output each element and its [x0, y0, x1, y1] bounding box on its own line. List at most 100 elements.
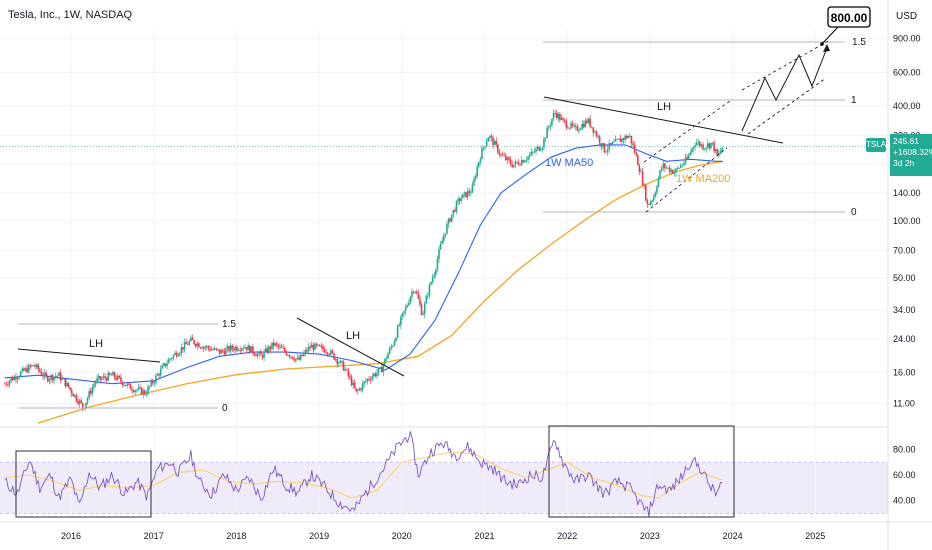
- candle-body: [140, 387, 143, 395]
- target-label: 800.00: [831, 11, 868, 25]
- candle-body: [247, 345, 249, 351]
- candle-body: [236, 346, 238, 351]
- lower-high-trendline-2[interactable]: [296, 317, 405, 377]
- candle-body: [298, 357, 300, 360]
- candle-body: [611, 142, 614, 145]
- candle-body: [77, 401, 79, 404]
- channel-lower-line[interactable]: [645, 147, 728, 213]
- candle-body: [223, 351, 226, 355]
- candle-body: [527, 156, 529, 160]
- candle-body: [360, 388, 362, 390]
- candle-body: [406, 305, 409, 308]
- candle-body: [474, 176, 477, 179]
- candle-body: [213, 348, 216, 350]
- candle-body: [353, 382, 356, 389]
- candle-body: [473, 178, 475, 186]
- price-tick-label: 600.00: [893, 67, 921, 77]
- candle-body: [253, 353, 256, 355]
- price-tick-label: 16.00: [893, 368, 916, 378]
- candle-body: [245, 347, 248, 351]
- candle-body: [5, 383, 8, 385]
- candle-body: [401, 313, 404, 317]
- rsi-highlight-box-1[interactable]: [15, 450, 152, 518]
- axis-layer: 11.0016.0024.0034.0050.0070.00100.00140.…: [61, 34, 921, 541]
- projected-channel-upper-line[interactable]: [741, 39, 831, 91]
- candle-body: [686, 157, 688, 159]
- projection-path[interactable]: [741, 47, 828, 132]
- candle-body: [309, 346, 311, 348]
- target-pointer: [821, 26, 839, 45]
- candle-body: [207, 346, 210, 349]
- candle-body: [169, 358, 172, 360]
- candle-body: [212, 349, 214, 351]
- fib-right-label-top: 1.5: [852, 37, 866, 48]
- candle-body: [237, 350, 240, 352]
- candle-body: [606, 149, 609, 152]
- candle-body: [85, 402, 87, 409]
- candle-body: [380, 367, 383, 373]
- candle-body: [155, 375, 157, 383]
- time-tick-label: 2020: [392, 531, 412, 541]
- candle-body: [225, 348, 227, 355]
- ma200-layer: [37, 160, 723, 424]
- candle-body: [377, 368, 380, 373]
- candle-body: [196, 343, 199, 347]
- candle-body: [403, 310, 405, 314]
- candle-body: [161, 365, 164, 369]
- candle-body: [312, 344, 315, 350]
- candle-body: [444, 233, 447, 236]
- candle-body: [288, 355, 291, 357]
- price-tick-label: 50.00: [893, 273, 916, 283]
- candle-body: [132, 390, 135, 393]
- candle-body: [640, 171, 642, 173]
- candle-body: [571, 123, 574, 127]
- candle-body: [455, 201, 458, 212]
- candle-body: [43, 372, 46, 377]
- candle-body: [326, 352, 329, 355]
- candle-body: [568, 127, 571, 129]
- lh-label-2: LH: [346, 330, 360, 342]
- candle-body: [357, 390, 359, 392]
- candle-body: [129, 383, 132, 390]
- candle-body: [271, 342, 273, 350]
- projected-channel-lower-line[interactable]: [747, 77, 827, 135]
- candle-body: [679, 165, 682, 168]
- symbol-badge[interactable]: TSLA: [866, 138, 886, 152]
- candle-body: [218, 349, 221, 354]
- candle-body: [339, 360, 342, 363]
- target-dot: [820, 42, 824, 46]
- candle-body: [134, 390, 137, 393]
- currency-label[interactable]: USD: [896, 11, 918, 22]
- candle-body: [151, 380, 154, 384]
- candle-body: [45, 372, 47, 377]
- ma200-line: [37, 160, 723, 424]
- candle-body: [217, 349, 219, 350]
- candle-body: [123, 385, 125, 386]
- lower-high-trendline-3[interactable]: [543, 96, 784, 144]
- candle-body: [255, 354, 257, 357]
- candle-body: [4, 383, 6, 385]
- candle-body: [118, 375, 121, 378]
- candle-body: [387, 353, 389, 359]
- price-tag[interactable]: 245.61 +1608.32% 3d 2h: [890, 134, 932, 176]
- candle-body: [81, 402, 84, 408]
- candle-body: [621, 138, 623, 142]
- time-tick-label: 2019: [309, 531, 329, 541]
- candle-body: [702, 144, 704, 150]
- candle-body: [228, 346, 230, 352]
- candle-body: [633, 145, 636, 153]
- lower-high-trendline-1[interactable]: [17, 348, 161, 363]
- candle-body: [145, 394, 148, 395]
- candle-body: [261, 354, 264, 358]
- time-tick-label: 2017: [144, 531, 164, 541]
- candle-body: [662, 163, 665, 168]
- candle-body: [301, 354, 304, 357]
- rsi-band: [0, 462, 888, 514]
- rsi-highlight-box-2[interactable]: [548, 425, 735, 518]
- candle-body: [660, 167, 663, 171]
- candle-body: [689, 152, 692, 155]
- candle-body: [544, 138, 547, 139]
- target-callout[interactable]: [827, 6, 871, 28]
- candle-body: [199, 347, 202, 349]
